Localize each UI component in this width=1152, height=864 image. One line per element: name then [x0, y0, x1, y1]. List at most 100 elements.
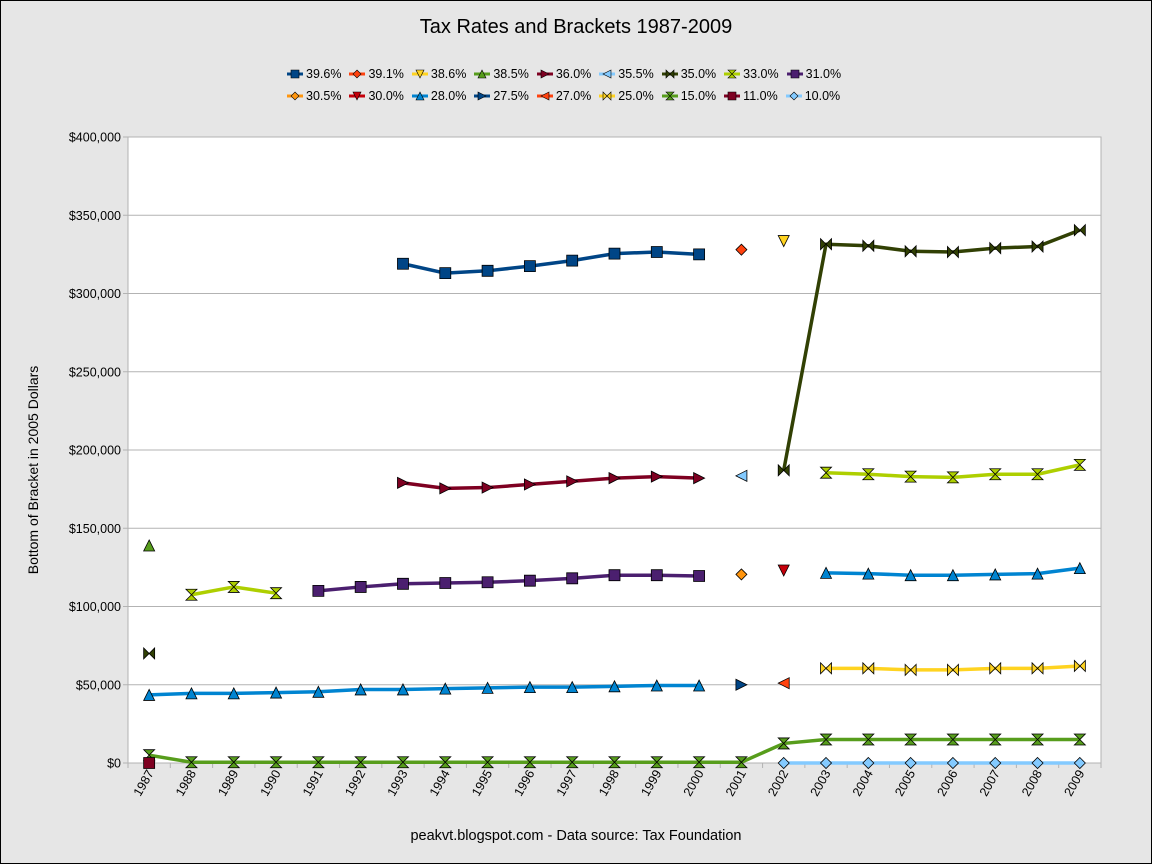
legend-item: 33.0% — [724, 67, 779, 81]
legend-label: 38.6% — [430, 67, 467, 81]
data-point — [650, 470, 664, 483]
data-point — [438, 756, 452, 769]
data-point — [439, 682, 452, 695]
data-point — [566, 680, 579, 693]
data-point — [862, 567, 875, 580]
data-point — [946, 756, 960, 770]
data-point — [989, 756, 1002, 770]
data-point — [523, 574, 536, 587]
legend-item: 30.0% — [349, 89, 404, 103]
data-point — [693, 248, 706, 261]
x-tick-label: 2004 — [850, 767, 876, 798]
data-point — [481, 681, 494, 694]
data-point — [819, 733, 833, 746]
data-point — [396, 683, 410, 696]
data-point — [947, 245, 959, 259]
data-point — [1031, 240, 1044, 254]
y-tick-label: $300,000 — [69, 287, 121, 301]
legend-label: 10.0% — [804, 89, 841, 103]
data-point — [735, 568, 748, 581]
legend-swatch-icon — [411, 69, 428, 79]
x-tick-label: 1993 — [385, 767, 411, 798]
data-point — [862, 756, 875, 770]
legend-row: 30.5% 30.0% 28.0% 27.5% 27.0% 25.0% 15.0% 11.0%… — [287, 85, 849, 107]
data-point — [523, 756, 537, 769]
legend-label: 27.0% — [555, 89, 592, 103]
legend-item: 39.6% — [287, 67, 341, 81]
legend-label: 25.0% — [618, 89, 654, 103]
data-point — [862, 239, 875, 253]
series-line — [149, 683, 700, 697]
x-tick-label: 2000 — [681, 767, 707, 798]
legend-item: 27.0% — [536, 89, 592, 103]
data-point — [777, 564, 790, 577]
x-tick-label: 1995 — [469, 767, 495, 798]
legend-item: 31.0% — [786, 67, 841, 81]
data-point — [227, 686, 240, 700]
y-tick-label: $200,000 — [69, 444, 121, 458]
legend-swatch-icon — [349, 69, 366, 79]
legend-swatch-icon — [411, 91, 428, 101]
data-point — [1031, 733, 1045, 746]
data-point — [184, 756, 198, 769]
legend-label: 30.5% — [306, 89, 342, 103]
x-tick-label: 1998 — [596, 767, 622, 798]
x-tick-label: 2009 — [1061, 767, 1087, 798]
legend-swatch-icon — [474, 91, 491, 101]
x-tick-label: 2007 — [977, 767, 1003, 798]
data-point — [566, 572, 579, 585]
data-point — [608, 679, 621, 693]
data-point — [946, 471, 960, 484]
data-point — [904, 470, 918, 483]
legend-label: 36.0% — [555, 67, 592, 81]
data-point — [1073, 458, 1087, 471]
data-point — [650, 679, 663, 692]
data-point — [777, 737, 791, 750]
data-point — [735, 243, 748, 256]
y-tick-label: $150,000 — [69, 522, 121, 536]
legend-item: 38.5% — [474, 67, 529, 81]
legend-swatch-icon — [287, 91, 303, 101]
y-tick-label: $50,000 — [76, 678, 121, 692]
data-point — [650, 246, 663, 258]
data-point — [312, 685, 325, 698]
legend-swatch-icon — [661, 91, 678, 101]
legend-item: 38.6% — [411, 67, 467, 81]
data-point — [143, 688, 156, 701]
data-point — [734, 756, 748, 769]
data-point — [566, 475, 579, 488]
legend-label: 15.0% — [680, 89, 717, 103]
data-point — [354, 756, 368, 769]
data-point — [227, 581, 241, 593]
data-point — [481, 481, 494, 494]
y-tick-label: $0 — [107, 757, 121, 771]
legend-swatch-icon — [724, 69, 741, 79]
data-point — [269, 686, 283, 699]
data-point — [650, 569, 663, 582]
legend-swatch-icon — [349, 91, 366, 101]
legend: 39.6% 39.1% 38.6% 38.5% 36.0% 35.5% 35.0% 33.0%… — [287, 63, 849, 107]
data-point — [862, 661, 875, 675]
data-point — [439, 577, 452, 589]
legend-label: 39.1% — [368, 67, 404, 81]
data-point — [354, 683, 367, 696]
legend-label: 11.0% — [743, 89, 778, 103]
data-point — [608, 569, 621, 582]
series-markers — [142, 223, 1087, 770]
data-point — [777, 756, 790, 770]
data-point — [820, 237, 832, 251]
data-point — [819, 756, 833, 770]
data-point — [819, 566, 833, 579]
data-point — [143, 646, 156, 660]
data-point — [269, 756, 283, 769]
series-line — [318, 573, 700, 593]
data-point — [1031, 468, 1045, 481]
data-point — [735, 678, 748, 691]
data-point — [777, 677, 790, 690]
data-point — [946, 733, 960, 746]
data-point — [608, 247, 621, 260]
data-point — [397, 476, 410, 490]
legend-item: 30.5% — [287, 89, 341, 103]
legend-label: 28.0% — [430, 89, 467, 103]
